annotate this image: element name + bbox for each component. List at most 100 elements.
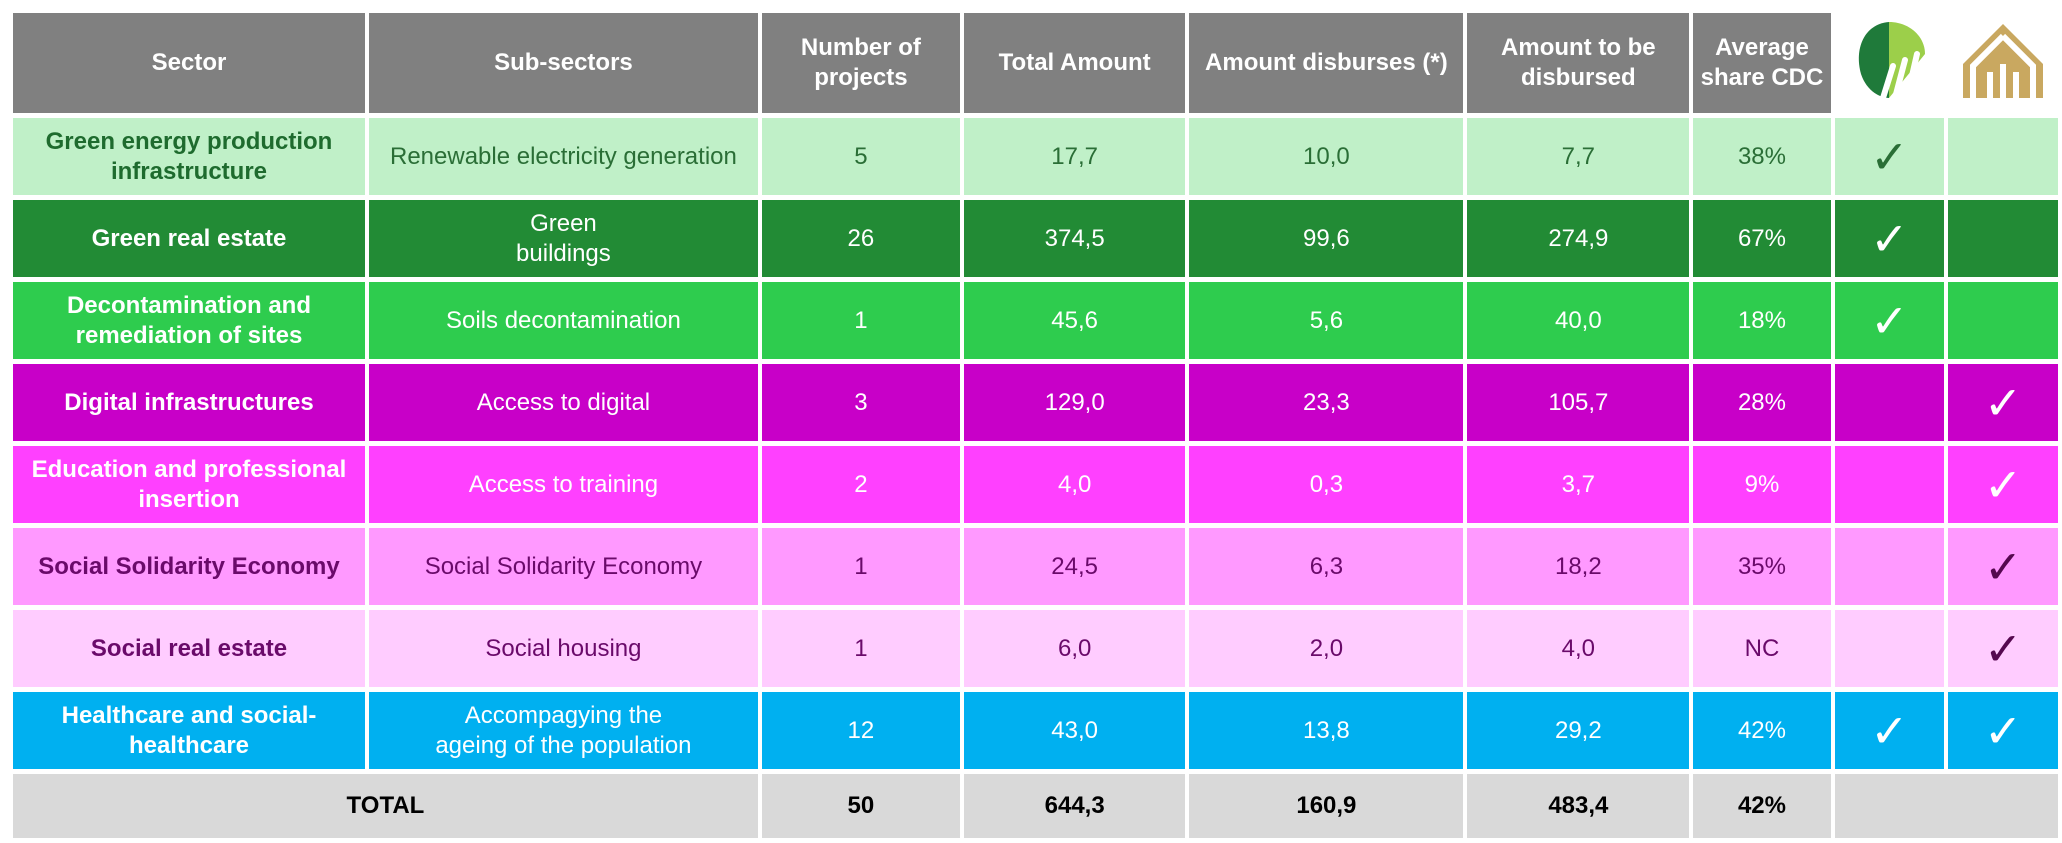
value-cell: 274,9 [1467, 200, 1690, 277]
header-cell: Sub-sectors [368, 13, 758, 113]
subsector-cell: Social housing [368, 610, 758, 687]
check-cell [1834, 446, 1945, 523]
green-logo-cell [1834, 13, 1945, 113]
value-cell: 42% [1693, 692, 1831, 769]
value-cell: 35% [1693, 528, 1831, 605]
check-cell: ✓ [1948, 528, 2058, 605]
header-cell: Number of projects [761, 13, 960, 113]
data-row: Social Solidarity Economy Social Solidari… [13, 528, 2058, 605]
sector-cell: Green energy production infrastructure [13, 118, 365, 195]
check-cell [1948, 200, 2058, 277]
value-cell: 29,2 [1467, 692, 1690, 769]
sector-table: Sector Sub-sectors Number of projects Total… [9, 8, 2062, 843]
check-cell: ✓ [1948, 446, 2058, 523]
subsector-cell: Accompagying the ageing of the populatio… [368, 692, 758, 769]
value-cell: 45,6 [963, 282, 1186, 359]
value-cell: 38% [1693, 118, 1831, 195]
value-cell: 12 [761, 692, 960, 769]
header-row: Sector Sub-sectors Number of projects Total… [13, 13, 2058, 113]
value-cell: 26 [761, 200, 960, 277]
sector-cell: Social real estate [13, 610, 365, 687]
data-row: Decontamination and remediation of sites… [13, 282, 2058, 359]
value-cell: 374,5 [963, 200, 1186, 277]
value-cell: 4,0 [1467, 610, 1690, 687]
header-cell: Total Amount [963, 13, 1186, 113]
value-cell: 6,3 [1189, 528, 1464, 605]
value-cell: 6,0 [963, 610, 1186, 687]
value-cell: 4,0 [963, 446, 1186, 523]
sector-cell: Healthcare and social-healthcare [13, 692, 365, 769]
check-cell: ✓ [1948, 610, 2058, 687]
check-cell [1834, 364, 1945, 441]
check-cell [1948, 118, 2058, 195]
value-cell: 99,6 [1189, 200, 1464, 277]
check-cell: ✓ [1834, 692, 1945, 769]
value-cell: NC [1693, 610, 1831, 687]
data-row: Green energy production infrastructure Re… [13, 118, 2058, 195]
value-cell: 17,7 [963, 118, 1186, 195]
check-cell: ✓ [1834, 200, 1945, 277]
value-cell: 5,6 [1189, 282, 1464, 359]
total-row: TOTAL 50 644,3 160,9 483,4 42% [13, 774, 2058, 838]
green-logo [1859, 22, 1926, 101]
total-cell: 50 [761, 774, 960, 838]
data-row: Digital infrastructures Access to digital… [13, 364, 2058, 441]
value-cell: 105,7 [1467, 364, 1690, 441]
value-cell: 10,0 [1189, 118, 1464, 195]
check-cell [1834, 610, 1945, 687]
value-cell: 18% [1693, 282, 1831, 359]
sector-cell: Green real estate [13, 200, 365, 277]
value-cell: 9% [1693, 446, 1831, 523]
data-row: Healthcare and social-healthcare Accompag… [13, 692, 2058, 769]
sector-cell: Digital infrastructures [13, 364, 365, 441]
value-cell: 1 [761, 610, 960, 687]
value-cell: 18,2 [1467, 528, 1690, 605]
header-cell: Amount to be disbursed [1467, 13, 1690, 113]
value-cell: 67% [1693, 200, 1831, 277]
value-cell: 24,5 [963, 528, 1186, 605]
header-cell: Sector [13, 13, 365, 113]
header-cell: Average share CDC [1693, 13, 1831, 113]
total-label: TOTAL [13, 774, 758, 838]
subsector-cell: Access to digital [368, 364, 758, 441]
social-logo [1963, 24, 2044, 98]
sector-cell: Social Solidarity Economy [13, 528, 365, 605]
sector-cell: Decontamination and remediation of sites [13, 282, 365, 359]
value-cell: 43,0 [963, 692, 1186, 769]
subsector-cell: Green buildings [368, 200, 758, 277]
value-cell: 1 [761, 282, 960, 359]
total-cell: 42% [1693, 774, 1831, 838]
value-cell: 0,3 [1189, 446, 1464, 523]
check-cell [1834, 528, 1945, 605]
value-cell: 28% [1693, 364, 1831, 441]
check-cell: ✓ [1834, 118, 1945, 195]
social-logo-cell [1948, 13, 2058, 113]
value-cell: 3,7 [1467, 446, 1690, 523]
value-cell: 129,0 [963, 364, 1186, 441]
value-cell: 3 [761, 364, 960, 441]
value-cell: 13,8 [1189, 692, 1464, 769]
table-body: Green energy production infrastructure Re… [13, 118, 2058, 838]
subsector-cell: Access to training [368, 446, 758, 523]
value-cell: 23,3 [1189, 364, 1464, 441]
data-row: Education and professional insertion Acce… [13, 446, 2058, 523]
check-cell: ✓ [1948, 692, 2058, 769]
value-cell: 7,7 [1467, 118, 1690, 195]
subsector-cell: Soils decontamination [368, 282, 758, 359]
total-cell: 644,3 [963, 774, 1186, 838]
check-cell: ✓ [1948, 364, 2058, 441]
data-row: Social real estate Social housing 1 6,0 2,0 4… [13, 610, 2058, 687]
total-cell: 483,4 [1467, 774, 1690, 838]
sector-cell: Education and professional insertion [13, 446, 365, 523]
data-row: Green real estate Green buildings 26 374,5 9… [13, 200, 2058, 277]
value-cell: 1 [761, 528, 960, 605]
total-empty [1834, 774, 2058, 838]
subsector-cell: Social Solidarity Economy [368, 528, 758, 605]
value-cell: 40,0 [1467, 282, 1690, 359]
value-cell: 2,0 [1189, 610, 1464, 687]
subsector-cell: Renewable electricity generation [368, 118, 758, 195]
header-cell: Amount disburses (*) [1189, 13, 1464, 113]
value-cell: 2 [761, 446, 960, 523]
check-cell: ✓ [1834, 282, 1945, 359]
